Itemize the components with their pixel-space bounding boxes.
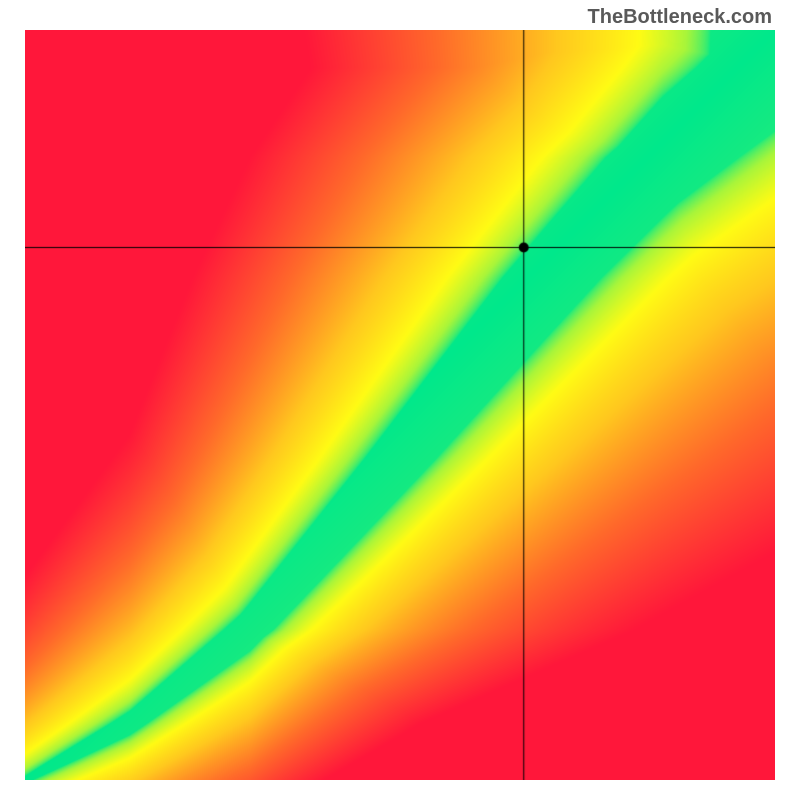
watermark-text: TheBottleneck.com	[588, 6, 772, 29]
heatmap-canvas	[25, 30, 775, 780]
bottleneck-heatmap-chart	[25, 30, 775, 780]
